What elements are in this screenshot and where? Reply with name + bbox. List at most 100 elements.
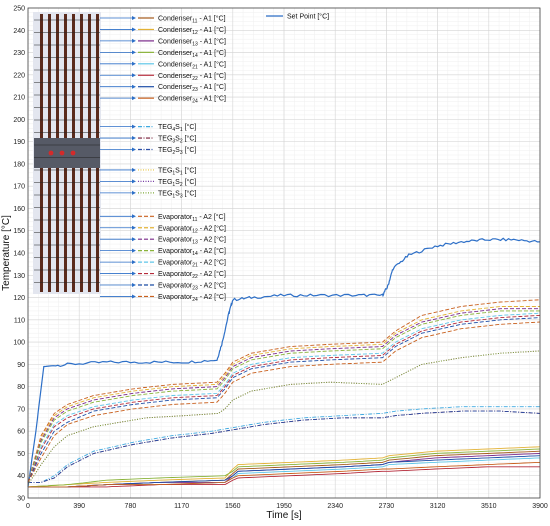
legend-arrowhead bbox=[132, 38, 136, 43]
series-line bbox=[27, 350, 541, 485]
legend-arrowhead bbox=[132, 84, 136, 89]
sensor-dot bbox=[59, 150, 65, 156]
y-tick-label: 200 bbox=[13, 117, 25, 124]
y-tick-label: 40 bbox=[17, 473, 25, 480]
legend-label: Evaporator14 - A2 [°C] bbox=[158, 247, 226, 257]
y-axis-label: Temperature [°C] bbox=[1, 215, 12, 291]
legend-label: Condenser12 - A1 [°C] bbox=[158, 26, 226, 36]
sensor-dot bbox=[48, 150, 54, 156]
legend-label: Condenser13 - A1 [°C] bbox=[158, 37, 226, 47]
legend-label: Evaporator12 - A2 [°C] bbox=[158, 224, 226, 234]
legend-label: Evaporator11 - A2 [°C] bbox=[158, 213, 226, 223]
legend-label: TEG1S2 [°C] bbox=[158, 178, 196, 188]
y-tick-label: 110 bbox=[14, 317, 25, 324]
legend-arrowhead bbox=[132, 294, 136, 299]
legend-arrowhead bbox=[132, 124, 136, 129]
legend-arrowhead bbox=[132, 225, 136, 230]
x-tick-label: 1560 bbox=[225, 503, 241, 510]
y-tick-label: 50 bbox=[17, 451, 25, 458]
legend-label: Condenser23 - A1 [°C] bbox=[158, 83, 226, 93]
x-tick-label: 3510 bbox=[481, 503, 497, 510]
series-line bbox=[27, 312, 541, 483]
legend-arrowhead bbox=[132, 50, 136, 55]
legend-label: Condenser14 - A1 [°C] bbox=[158, 49, 226, 59]
series-line bbox=[27, 310, 540, 483]
legend-label: TEG3S2 [°C] bbox=[158, 135, 196, 145]
legend-label: TEG1S1 [°C] bbox=[158, 166, 196, 176]
y-tick-label: 230 bbox=[13, 50, 25, 57]
legend-arrowhead bbox=[132, 16, 136, 20]
y-tick-label: 160 bbox=[13, 206, 25, 213]
y-tick-label: 220 bbox=[13, 72, 25, 79]
legend-label: Evaporator23 - A2 [°C] bbox=[158, 282, 226, 292]
legend-label: Condenser24 - A1 [°C] bbox=[158, 95, 226, 105]
legend-arrowhead bbox=[132, 96, 136, 101]
x-tick-label: 3120 bbox=[430, 503, 446, 510]
series-line bbox=[28, 466, 540, 488]
legend-label: Evaporator22 - A2 [°C] bbox=[158, 270, 226, 280]
series-line bbox=[27, 306, 540, 483]
series-line bbox=[27, 299, 541, 483]
tick-labels: 0 390 780 1170 1560 1950 2340 2730 3120 3510 3900 3… bbox=[13, 6, 548, 511]
legend-arrowhead bbox=[132, 61, 136, 66]
y-tick-label: 130 bbox=[13, 273, 25, 280]
x-tick-label: 3900 bbox=[532, 503, 548, 510]
legend-arrowhead bbox=[132, 283, 136, 287]
y-tick-label: 100 bbox=[13, 340, 25, 347]
y-tick-label: 240 bbox=[13, 28, 25, 35]
legend-label: Condenser22 - A1 [°C] bbox=[158, 72, 226, 82]
series-line bbox=[27, 446, 541, 488]
y-tick-label: 80 bbox=[17, 384, 25, 391]
y-tick-label: 190 bbox=[13, 139, 25, 146]
grid-layer bbox=[27, 7, 541, 499]
legend-arrowhead bbox=[132, 147, 136, 152]
series-line bbox=[28, 461, 541, 488]
legend: Condenser11 - A1 [°C]Condenser12 - A1 [°… bbox=[100, 13, 329, 303]
x-tick-label: 2340 bbox=[327, 503, 343, 510]
x-axis-label: Time [s] bbox=[266, 510, 301, 521]
legend-arrowhead bbox=[132, 136, 136, 141]
series-line bbox=[27, 317, 541, 483]
legend-arrowhead bbox=[132, 237, 136, 242]
y-tick-label: 150 bbox=[13, 228, 25, 235]
sensor-dot bbox=[70, 150, 76, 156]
legend-arrowhead bbox=[132, 167, 136, 172]
series-line bbox=[27, 448, 541, 488]
x-tick-label: 390 bbox=[73, 503, 85, 510]
legend-arrowhead bbox=[132, 179, 136, 184]
x-tick-label: 1170 bbox=[174, 503, 189, 510]
x-tick-label: 2730 bbox=[379, 503, 395, 510]
y-tick-label: 90 bbox=[17, 362, 25, 369]
y-tick-label: 250 bbox=[13, 6, 25, 13]
legend-label: Condenser11 - A1 [°C] bbox=[158, 15, 226, 25]
legend-label: Condenser21 - A1 [°C] bbox=[158, 60, 226, 70]
series-line bbox=[28, 406, 540, 483]
y-tick-label: 70 bbox=[17, 406, 25, 413]
series-line bbox=[27, 321, 541, 483]
legend-label: Evaporator24 - A2 [°C] bbox=[158, 293, 226, 303]
plot-frame bbox=[27, 7, 541, 499]
legend-arrowhead bbox=[132, 27, 136, 32]
y-tick-label: 170 bbox=[13, 184, 25, 191]
y-tick-label: 60 bbox=[17, 429, 25, 436]
legend-label: TEG1S3 [°C] bbox=[158, 189, 196, 199]
series-line bbox=[27, 237, 540, 487]
series-line bbox=[27, 308, 540, 483]
legend-arrowhead bbox=[132, 214, 136, 219]
legend-label: Evaporator21 - A2 [°C] bbox=[158, 259, 226, 269]
legend-label: Set Point [°C] bbox=[287, 13, 329, 21]
series-line bbox=[27, 314, 541, 483]
y-tick-label: 30 bbox=[17, 496, 25, 503]
x-tick-label: 1950 bbox=[276, 503, 292, 510]
legend-arrowhead bbox=[132, 190, 136, 195]
series-layer bbox=[27, 237, 541, 488]
y-tick-label: 210 bbox=[13, 95, 25, 102]
y-tick-label: 140 bbox=[13, 251, 25, 258]
legend-arrowhead bbox=[132, 260, 136, 265]
y-tick-label: 180 bbox=[13, 161, 25, 168]
legend-arrowhead bbox=[132, 73, 136, 78]
legend-label: Evaporator13 - A2 [°C] bbox=[158, 236, 226, 246]
legend-arrowhead bbox=[132, 248, 136, 253]
